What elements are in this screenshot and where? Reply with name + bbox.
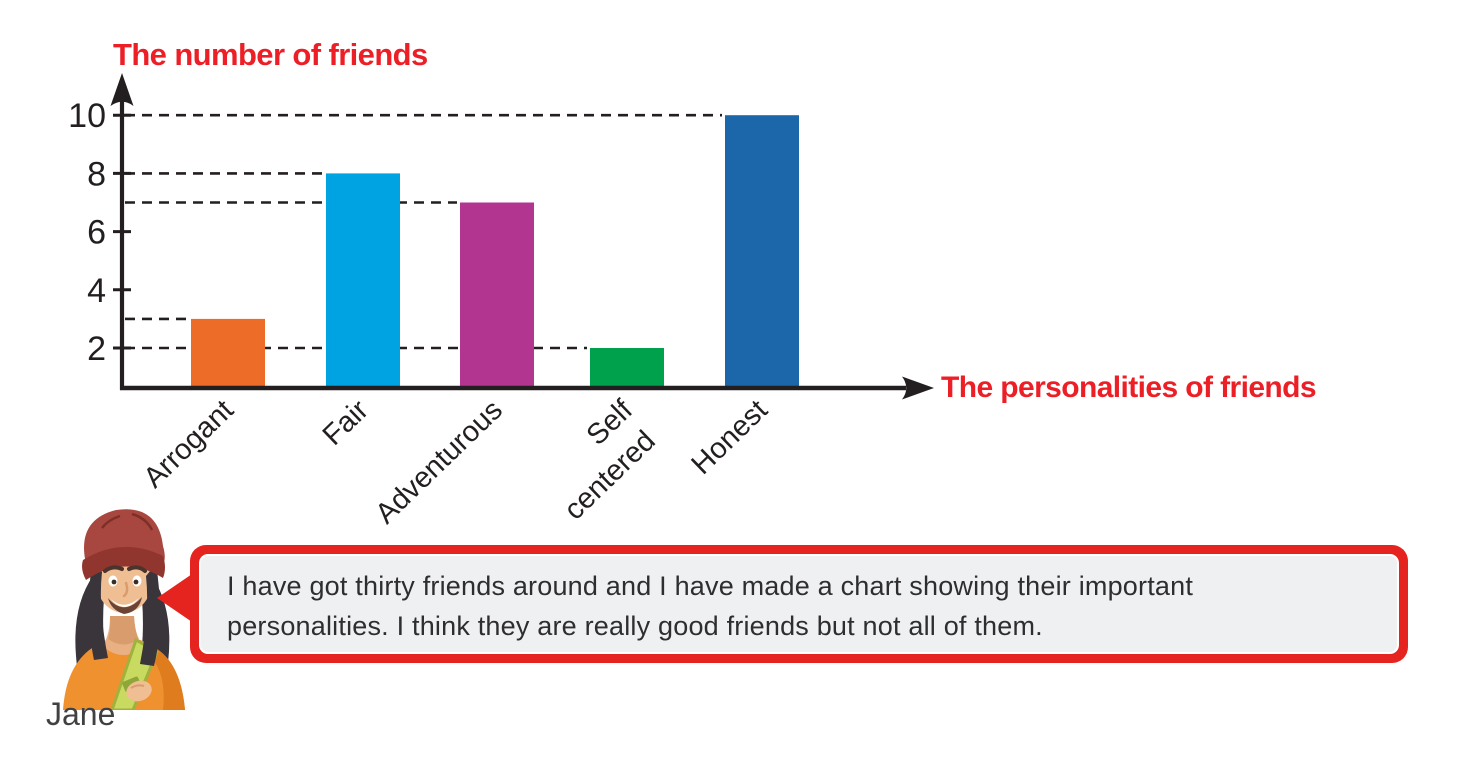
y-axis-arrow-icon <box>110 73 134 106</box>
y-tick-label: 10 <box>68 97 106 135</box>
bar-adventurous <box>460 202 534 390</box>
x-axis-arrow-icon <box>902 376 934 400</box>
y-tick-label: 2 <box>87 330 106 368</box>
y-tick-label: 4 <box>87 272 106 310</box>
category-label-honest: Honest <box>686 394 774 481</box>
bar-fair <box>326 173 400 390</box>
x-axis-title: The personalities of friends <box>941 371 1317 404</box>
speech-bubble: I have got thirty friends around and I h… <box>190 545 1408 663</box>
y-tick-label: 8 <box>87 155 106 193</box>
bar-self-centered <box>590 348 664 390</box>
y-axis-title: The number of friends <box>113 37 428 72</box>
speaker-name: Jane <box>46 696 116 732</box>
speech-line: personalities. I think they are really g… <box>227 611 1043 641</box>
y-tick-label: 6 <box>87 214 106 252</box>
speech-line: I have got thirty friends around and I h… <box>227 571 1194 601</box>
category-label-fair: Fair <box>317 394 375 452</box>
category-label-arrogant: Arrogant <box>138 394 240 494</box>
category-label-self-centered: Selfcentered <box>532 393 666 526</box>
speech-bubble-tail <box>157 572 195 624</box>
category-label-adventurous: Adventurous <box>370 394 509 530</box>
bar-honest <box>725 115 799 390</box>
bar-arrogant <box>191 318 265 390</box>
speech-bubble-text: I have got thirty friends around and I h… <box>199 554 1399 654</box>
